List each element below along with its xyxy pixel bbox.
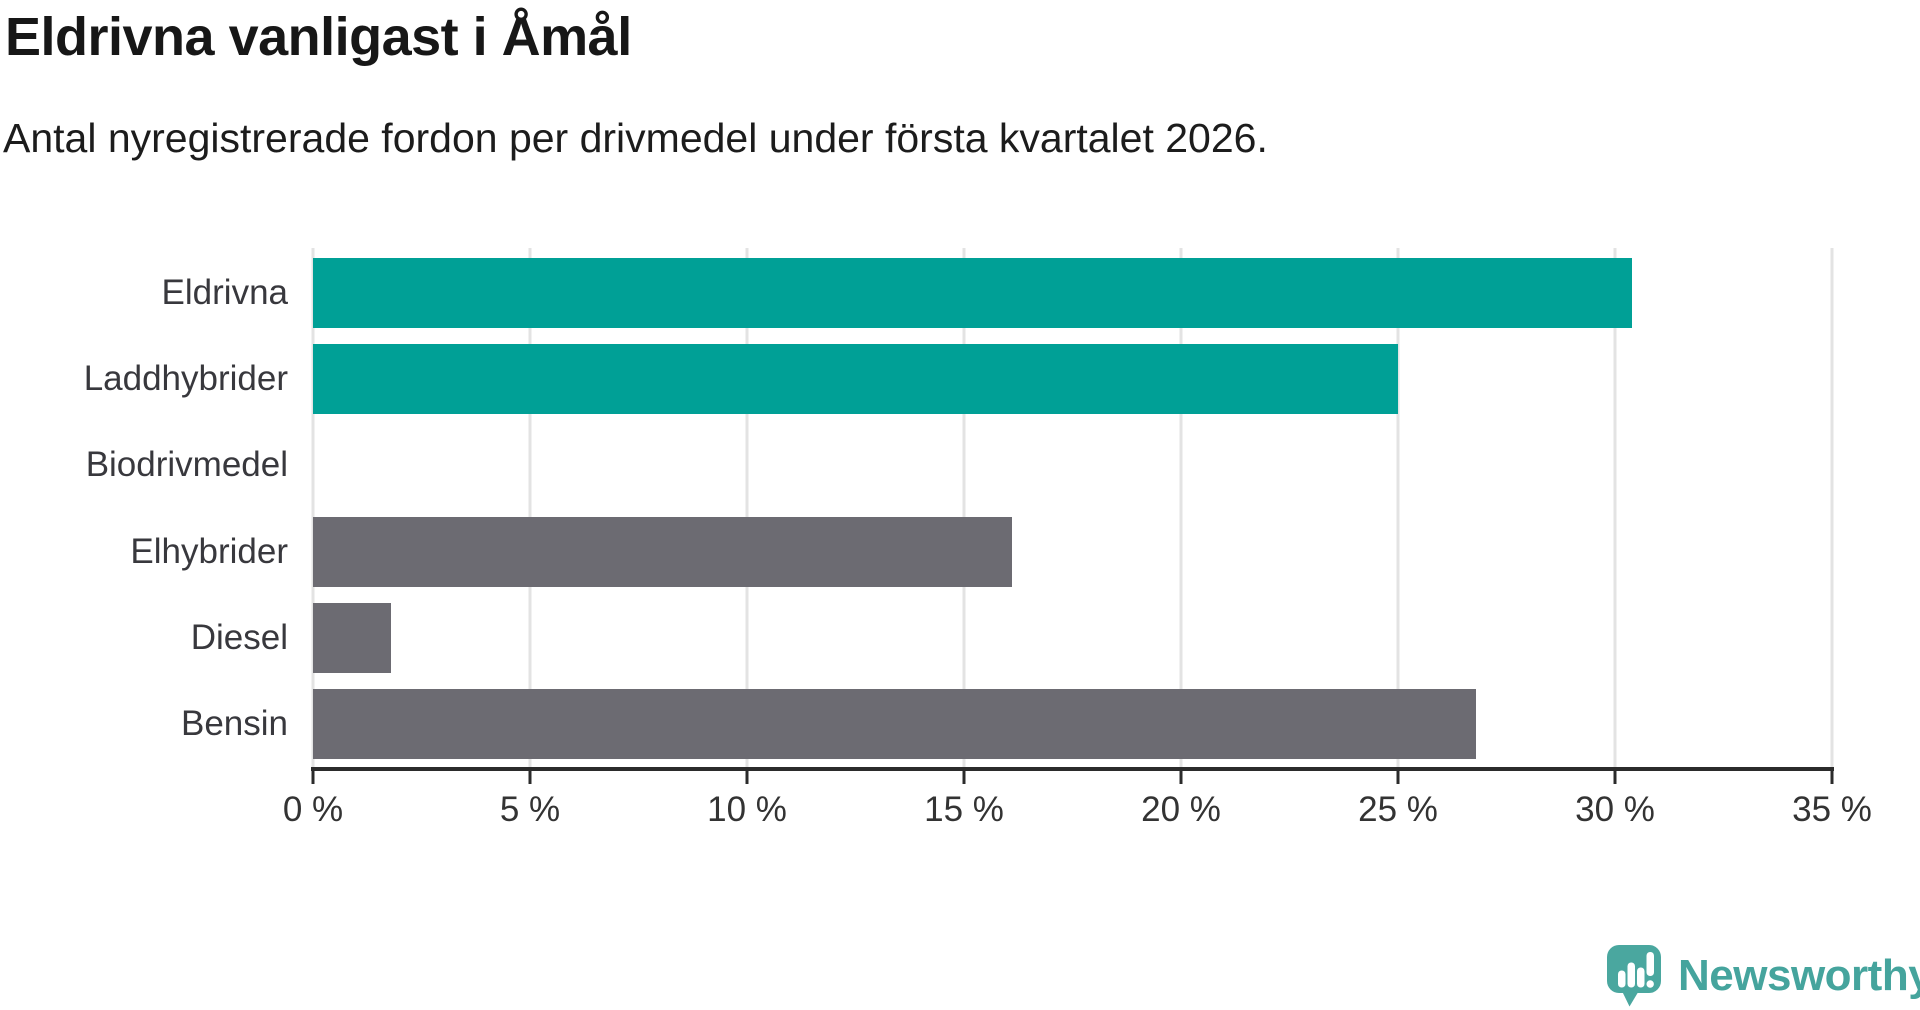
chart-title: Eldrivna vanligast i Åmål: [5, 7, 632, 67]
newsworthy-logo-text: Newsworthy: [1678, 951, 1920, 1000]
x-tick-label-30: 30 %: [1575, 790, 1655, 829]
category-label-eldrivna: Eldrivna: [161, 273, 288, 313]
x-tick-label-15: 15 %: [924, 790, 1004, 829]
bar-row-elhybrider: [313, 509, 1832, 595]
gridline-35: [1830, 248, 1834, 767]
category-label-biodrivmedel: Biodrivmedel: [85, 445, 288, 485]
gridline-5: [528, 248, 532, 767]
category-label-laddhybrider: Laddhybrider: [83, 359, 288, 399]
bar-row-diesel: [313, 595, 1832, 681]
bar-row-bensin: [313, 681, 1832, 767]
x-axis-line: [311, 767, 1834, 771]
bar-diesel: [313, 602, 392, 673]
category-label-bensin: Bensin: [180, 703, 288, 743]
x-tick-0: [311, 771, 315, 784]
x-tick-20: [1179, 771, 1183, 784]
x-tick-10: [745, 771, 749, 784]
newsworthy-logo-icon: [1607, 945, 1661, 1007]
bar-eldrivna: [313, 258, 1633, 329]
category-label-diesel: Diesel: [190, 617, 288, 657]
x-tick-label-35: 35 %: [1792, 790, 1872, 829]
bar-row-laddhybrider: [313, 336, 1832, 422]
gridline-0: [311, 248, 315, 767]
plot-area: 0 % 5 % 10 % 15 % 20 % 25 % 30 % 35 %: [283, 248, 1872, 829]
category-label-elhybrider: Elhybrider: [130, 531, 288, 571]
x-tick-label-25: 25 %: [1358, 790, 1438, 829]
gridline-25: [1396, 248, 1400, 767]
bar-bensin: [313, 688, 1477, 759]
bar-row-biodrivmedel: [313, 422, 1832, 508]
y-axis-category-labels: Eldrivna Laddhybrider Biodrivmedel Elhybrid…: [0, 250, 288, 767]
x-tick-label-10: 10 %: [707, 790, 787, 829]
bars-layer: [313, 250, 1832, 767]
x-tick-35: [1830, 771, 1834, 784]
gridline-15: [962, 248, 966, 767]
x-tick-15: [962, 771, 966, 784]
bar-elhybrider: [313, 516, 1012, 587]
newsworthy-logo: Newsworthy: [1607, 944, 1920, 1008]
x-tick-label-0: 0 %: [282, 790, 344, 829]
x-tick-30: [1613, 771, 1617, 784]
gridline-10: [745, 248, 749, 767]
bar-laddhybrider: [313, 344, 1398, 415]
chart-subtitle: Antal nyregistrerade fordon per drivmede…: [3, 115, 1268, 161]
gridline-30: [1613, 248, 1617, 767]
bar-row-eldrivna: [313, 250, 1832, 336]
x-tick-label-20: 20 %: [1141, 790, 1221, 829]
x-tick-label-5: 5 %: [499, 790, 561, 829]
x-tick-5: [528, 771, 532, 784]
x-tick-25: [1396, 771, 1400, 784]
gridline-20: [1179, 248, 1183, 767]
